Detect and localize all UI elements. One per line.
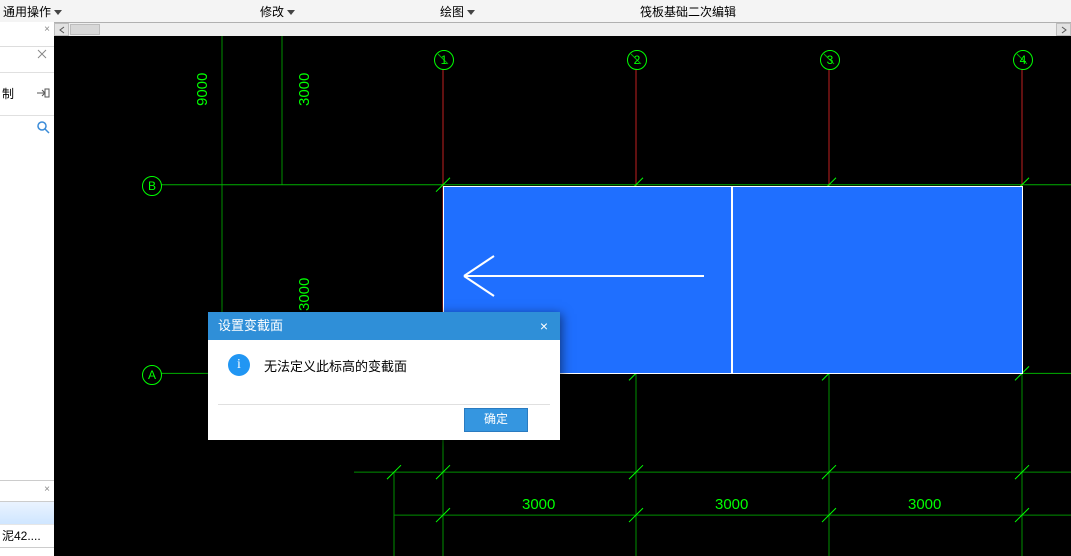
scroll-right-button[interactable] <box>1056 23 1071 36</box>
menu-modify[interactable]: 修改 <box>260 3 295 20</box>
left-panel-bottom-item[interactable]: 泥42.... <box>0 524 54 547</box>
dim-9000: 9000 <box>194 73 211 106</box>
left-panel-row2-text: 制 <box>2 85 14 102</box>
pin-icon[interactable] <box>36 48 48 63</box>
dialog-close-button[interactable]: × <box>528 312 560 340</box>
left-panel-bottom-selected[interactable] <box>0 501 54 524</box>
dialog-title: 设置变截面 <box>218 318 283 333</box>
axis-bubble-col-4: 4 <box>1013 50 1033 70</box>
slab-2[interactable] <box>732 186 1023 374</box>
dim-3000-left: 3000 <box>296 278 313 311</box>
dialog-titlebar[interactable]: 设置变截面 × <box>208 312 560 340</box>
dim-3000-b3: 3000 <box>908 496 941 513</box>
dim-3000-b1: 3000 <box>522 496 555 513</box>
menu-raft-secondary-edit[interactable]: 筏板基础二次编辑 <box>640 3 736 20</box>
axis-bubble-row-b: B <box>142 176 162 196</box>
left-panel-row2[interactable]: 制 <box>0 72 54 116</box>
menu-draw-label: 绘图 <box>440 5 464 19</box>
scroll-left-button[interactable] <box>54 23 69 36</box>
dialog-ok-button[interactable]: 确定 <box>464 408 528 432</box>
dim-3000-b2: 3000 <box>715 496 748 513</box>
dim-3000-top: 3000 <box>296 73 313 106</box>
chevron-down-icon <box>287 10 295 15</box>
menu-general-ops[interactable]: 通用操作 <box>3 3 62 20</box>
menu-general-ops-label: 通用操作 <box>3 5 51 19</box>
close-icon[interactable]: × <box>44 24 50 35</box>
horizontal-scrollbar[interactable] <box>54 23 1071 37</box>
left-panel: × 制 × 泥42.... <box>0 22 55 556</box>
axis-bubble-col-2: 2 <box>627 50 647 70</box>
menu-draw[interactable]: 绘图 <box>440 3 475 20</box>
search-icon <box>36 120 50 134</box>
left-panel-top: × <box>0 22 54 47</box>
dialog-message: 无法定义此标高的变截面 <box>264 356 407 375</box>
menu-raft-secondary-edit-label: 筏板基础二次编辑 <box>640 5 736 19</box>
left-panel-bottom: × 泥42.... <box>0 480 54 556</box>
menubar: 通用操作 修改 绘图 筏板基础二次编辑 <box>0 0 1071 23</box>
scroll-thumb[interactable] <box>70 24 100 35</box>
left-panel-search-row[interactable] <box>0 114 54 140</box>
axis-bubble-col-1: 1 <box>434 50 454 70</box>
drawing-canvas[interactable]: 1 2 3 4 B A 9000 3000 3000 3000 3000 300… <box>54 36 1071 556</box>
arrow-expand-icon <box>36 87 50 102</box>
direction-arrow <box>449 246 709 306</box>
dialog-body: i 无法定义此标高的变截面 <box>208 340 560 408</box>
dialog-set-section: 设置变截面 × i 无法定义此标高的变截面 确定 <box>208 312 560 440</box>
left-panel-bottom-item-label: 泥42.... <box>2 529 41 543</box>
chevron-down-icon <box>467 10 475 15</box>
menu-modify-label: 修改 <box>260 5 284 19</box>
axis-bubble-row-a: A <box>142 365 162 385</box>
axis-bubble-col-3: 3 <box>820 50 840 70</box>
close-icon[interactable]: × <box>44 484 50 495</box>
canvas-wrap: 1 2 3 4 B A 9000 3000 3000 3000 3000 300… <box>54 22 1071 556</box>
dialog-ok-label: 确定 <box>484 412 508 426</box>
left-panel-bottom-footer <box>0 547 54 556</box>
dialog-separator <box>218 404 550 405</box>
chevron-down-icon <box>54 10 62 15</box>
left-panel-bottom-tab: × <box>0 480 54 501</box>
info-icon: i <box>228 354 250 376</box>
